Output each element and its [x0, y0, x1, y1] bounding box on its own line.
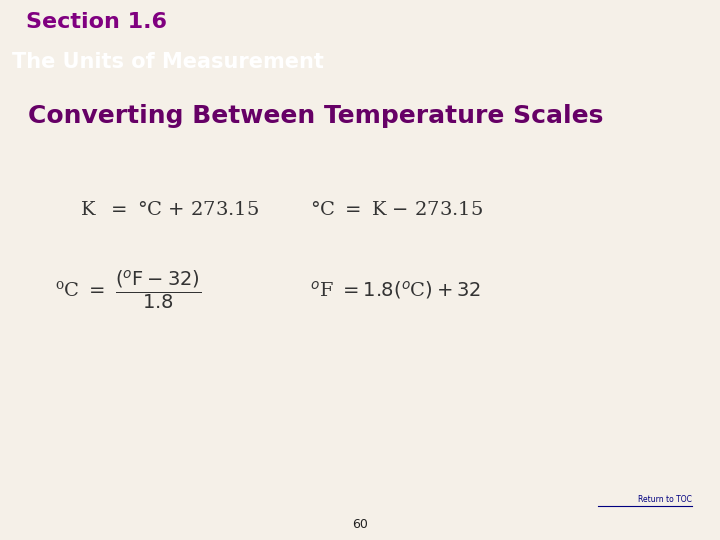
Text: 60: 60	[352, 518, 368, 531]
Text: The Units of Measurement: The Units of Measurement	[12, 52, 324, 72]
Text: Converting Between Temperature Scales: Converting Between Temperature Scales	[28, 104, 603, 128]
Text: $\mathdefault{{}^o}$C $=$ $\dfrac{({}^o\mathrm{F}-32)}{1.8}$: $\mathdefault{{}^o}$C $=$ $\dfrac{({}^o\…	[55, 268, 202, 312]
Text: $\degree$C $=$ K $-$ 273.15: $\degree$C $=$ K $-$ 273.15	[310, 201, 483, 219]
Text: ${}^o$F $= 1.8({}^o$C$)+32$: ${}^o$F $= 1.8({}^o$C$)+32$	[310, 279, 481, 301]
Text: K  $=$ $\degree$C $+$ 273.15: K $=$ $\degree$C $+$ 273.15	[80, 201, 259, 219]
Text: Section 1.6: Section 1.6	[26, 12, 167, 32]
Text: Return to TOC: Return to TOC	[638, 495, 692, 504]
